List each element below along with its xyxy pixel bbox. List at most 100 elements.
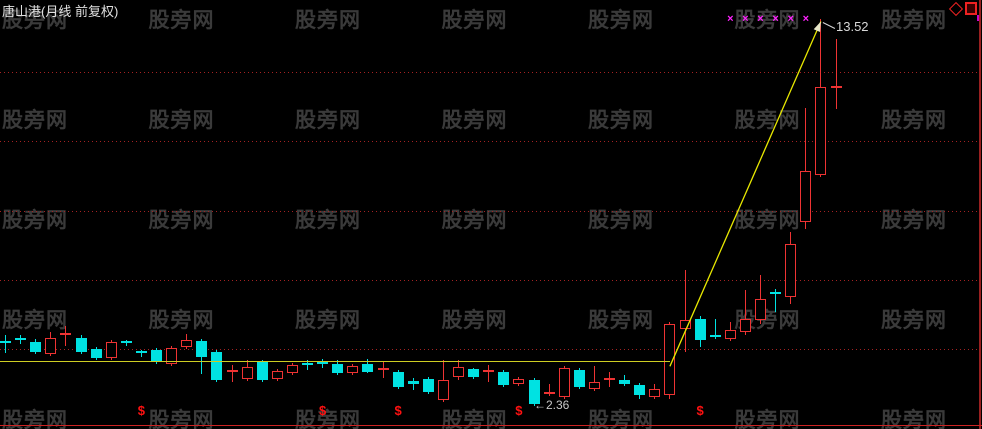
watermark-text: 股旁网	[2, 109, 68, 132]
signal-cross-marker: ×	[742, 13, 749, 25]
candle-body	[0, 341, 11, 344]
candle-wick	[835, 39, 837, 110]
candle-body	[347, 365, 359, 373]
watermark-text: 股旁网	[441, 109, 508, 132]
watermark-text: 股旁网	[295, 109, 361, 132]
candle-body	[392, 371, 404, 387]
watermark-text: 股旁网	[148, 209, 215, 232]
candle-body	[151, 349, 162, 362]
candle-body	[332, 363, 344, 373]
chart-title: 唐山港(月线 前复权)	[2, 4, 119, 19]
watermark-text: 股旁网	[588, 409, 654, 429]
candle-body	[166, 347, 178, 364]
watermark-text: 股旁网	[588, 109, 654, 132]
watermark-text: 股旁网	[881, 309, 947, 332]
candle-body	[60, 332, 72, 335]
candle-body	[90, 348, 102, 358]
signal-cross-marker: ×	[772, 13, 779, 25]
trend-arrowhead	[813, 21, 821, 33]
watermark-text: 股旁网	[588, 209, 654, 232]
candle-wick	[714, 318, 716, 339]
candle-body	[286, 364, 298, 373]
candle-body	[785, 243, 797, 297]
candle-body	[604, 378, 615, 381]
candle-body	[362, 363, 374, 372]
candle-body	[619, 379, 631, 384]
watermark-text: 股旁网	[881, 409, 947, 429]
watermark-text: 股旁网	[2, 409, 68, 429]
signal-cross-marker: ×	[787, 13, 794, 25]
ex-dividend-marker: $	[696, 403, 704, 418]
candle-wick	[231, 364, 233, 382]
candle-body	[573, 369, 585, 387]
candle-body	[498, 371, 510, 385]
candle-body	[45, 337, 57, 354]
candle-wick	[488, 364, 490, 382]
candle-body	[634, 384, 646, 395]
watermark-text: 股旁网	[148, 109, 215, 132]
watermark-text: 股旁网	[148, 309, 215, 332]
candle-body	[241, 366, 253, 379]
peak-label-leader-line	[822, 22, 836, 29]
low-price-label: ←2.36	[534, 398, 570, 412]
candle-body	[770, 291, 782, 294]
candle-body	[513, 378, 525, 384]
candle-body	[453, 366, 464, 377]
price-gridline	[0, 211, 982, 212]
watermark-text: 股旁网	[441, 309, 508, 332]
watermark-text: 股旁网	[588, 9, 654, 32]
price-gridline	[0, 280, 982, 281]
price-gridline	[0, 141, 982, 142]
watermark-text: 股旁网	[148, 409, 215, 429]
candle-body	[377, 367, 389, 370]
candle-body	[483, 369, 495, 372]
watermark-text: 股旁网	[2, 9, 68, 32]
candle-body	[181, 339, 193, 347]
candle-body	[830, 86, 842, 89]
candle-body	[679, 319, 691, 329]
candle-body	[800, 170, 812, 222]
watermark-text: 股旁网	[734, 409, 801, 429]
signal-cross-marker: ×	[727, 13, 734, 25]
watermark-text: 股旁网	[295, 309, 361, 332]
candle-wick	[684, 269, 686, 352]
support-trendline[interactable]	[0, 361, 670, 362]
candle-body	[649, 388, 661, 397]
candle-body	[407, 380, 419, 384]
candle-wick	[593, 365, 595, 391]
candle-body	[317, 361, 329, 364]
signal-cross-marker: ×	[802, 13, 810, 25]
peak-price-label: 13.52	[836, 19, 869, 34]
candle-body	[105, 341, 117, 358]
signal-cross-marker: ×	[757, 13, 764, 25]
ex-dividend-marker: $	[318, 403, 327, 418]
watermark-text: 股旁网	[881, 109, 947, 132]
candle-body	[196, 340, 208, 357]
candle-body	[271, 370, 283, 379]
ex-dividend-marker: $	[137, 403, 145, 418]
candle-body	[543, 391, 555, 394]
watermark-text: 股旁网	[734, 209, 801, 232]
candle-body	[739, 318, 751, 332]
candle-body	[709, 334, 721, 337]
watermark-text: 股旁网	[588, 309, 654, 332]
price-gridline	[0, 72, 982, 73]
watermark-text: 股旁网	[734, 9, 801, 32]
candle-body	[256, 361, 268, 380]
watermark-text: 股旁网	[441, 9, 508, 32]
candle-wick	[5, 334, 6, 353]
watermark-text: 股旁网	[295, 209, 361, 232]
trend-arrow-line[interactable]	[669, 21, 822, 367]
candle-body	[664, 323, 676, 395]
magenta-tick	[977, 15, 979, 21]
watermark-text: 股旁网	[734, 109, 801, 132]
candle-wick	[775, 288, 777, 312]
bottom-border	[0, 425, 982, 426]
ex-dividend-marker: $	[515, 403, 523, 418]
candle-body	[528, 379, 540, 404]
candle-body	[588, 381, 600, 389]
ex-dividend-marker: $	[394, 403, 402, 418]
square-icon[interactable]	[965, 2, 977, 15]
